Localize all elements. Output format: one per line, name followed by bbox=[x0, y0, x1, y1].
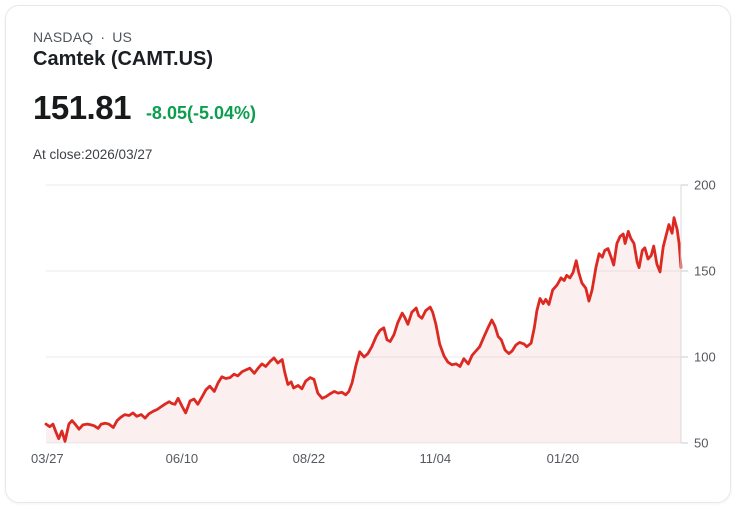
y-axis-label: 200 bbox=[694, 178, 716, 193]
x-axis-label: 08/22 bbox=[293, 451, 326, 466]
area-fill bbox=[46, 218, 681, 443]
price-chart[interactable]: 200 150 100 50 03/27 06/10 08/22 11/04 01/20 bbox=[6, 6, 736, 514]
area-fill-path bbox=[46, 218, 681, 443]
y-axis-label: 100 bbox=[694, 350, 716, 365]
y-axis-label: 150 bbox=[694, 264, 716, 279]
y-axis-label: 50 bbox=[694, 436, 708, 451]
x-axis-label: 06/10 bbox=[166, 451, 199, 466]
x-axis-label: 11/04 bbox=[420, 451, 452, 466]
axes bbox=[681, 185, 688, 443]
stock-quote-card: NASDAQ·US Camtek (CAMT.US) 151.81 -8.05(… bbox=[5, 5, 731, 503]
x-axis-label: 03/27 bbox=[31, 451, 64, 466]
x-axis-label: 01/20 bbox=[547, 451, 580, 466]
